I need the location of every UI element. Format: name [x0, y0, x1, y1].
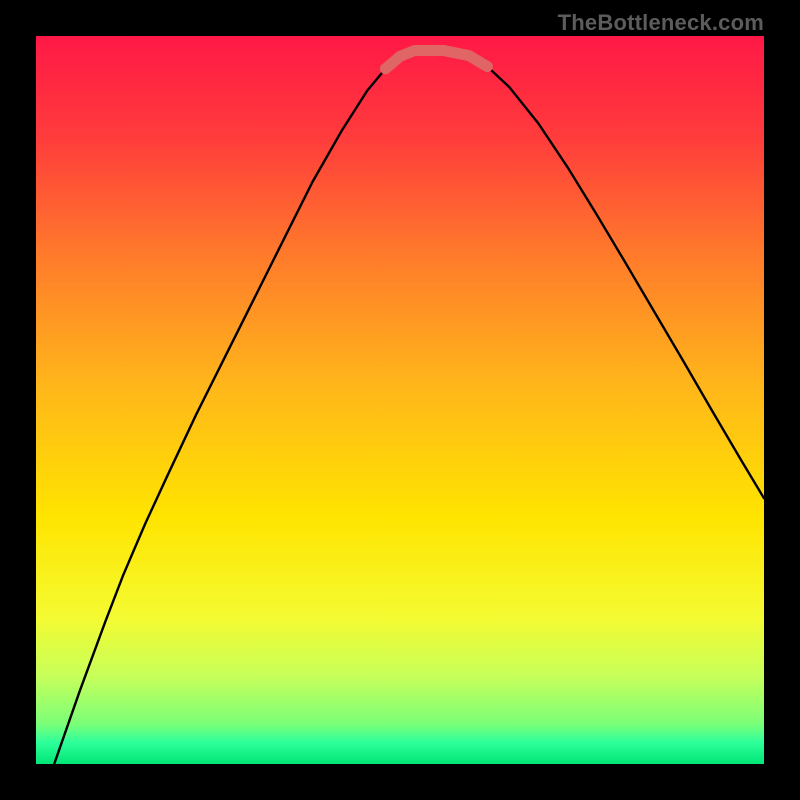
gradient-background	[36, 36, 764, 764]
plot-area	[36, 36, 764, 764]
bottleneck-chart	[36, 36, 764, 764]
chart-frame: TheBottleneck.com	[0, 0, 800, 800]
watermark-text: TheBottleneck.com	[558, 10, 764, 36]
